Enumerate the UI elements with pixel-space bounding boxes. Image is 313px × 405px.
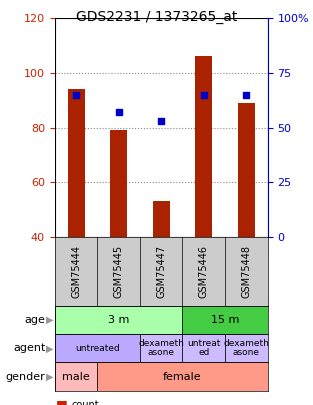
Text: untreated: untreated [75,344,120,353]
Text: dexameth
asone: dexameth asone [223,339,269,357]
Bar [238,103,255,237]
Bar [182,334,225,362]
Text: ▶: ▶ [46,372,53,382]
Text: 3 m: 3 m [108,315,129,325]
Bar [110,130,127,237]
Text: age: age [24,315,45,325]
Text: GSM75444: GSM75444 [71,245,81,298]
Text: ▶: ▶ [46,315,53,325]
Text: agent: agent [13,343,45,353]
Bar [55,306,182,334]
Text: dexameth
asone: dexameth asone [138,339,184,357]
Text: GDS2231 / 1373265_at: GDS2231 / 1373265_at [76,10,237,24]
Text: ▶: ▶ [46,343,53,353]
Bar [225,334,268,362]
Text: male: male [62,372,90,382]
Bar [55,362,97,391]
Bar [195,56,212,237]
Text: untreat
ed: untreat ed [187,339,220,357]
Point [201,92,206,98]
Point [244,92,249,98]
Text: female: female [163,372,202,382]
Bar [55,334,140,362]
Text: GSM75445: GSM75445 [114,245,124,298]
Point [116,109,121,115]
Text: GSM75446: GSM75446 [199,245,209,298]
Bar [68,90,85,237]
Bar [153,201,170,237]
Text: ■: ■ [56,399,68,405]
Text: gender: gender [6,372,45,382]
Text: GSM75447: GSM75447 [156,245,166,298]
Point [74,92,79,98]
Point [159,118,164,124]
Bar [182,306,268,334]
Text: 15 m: 15 m [211,315,239,325]
Bar [97,362,268,391]
Text: GSM75448: GSM75448 [241,245,251,298]
Text: count: count [72,400,100,405]
Bar [140,334,182,362]
